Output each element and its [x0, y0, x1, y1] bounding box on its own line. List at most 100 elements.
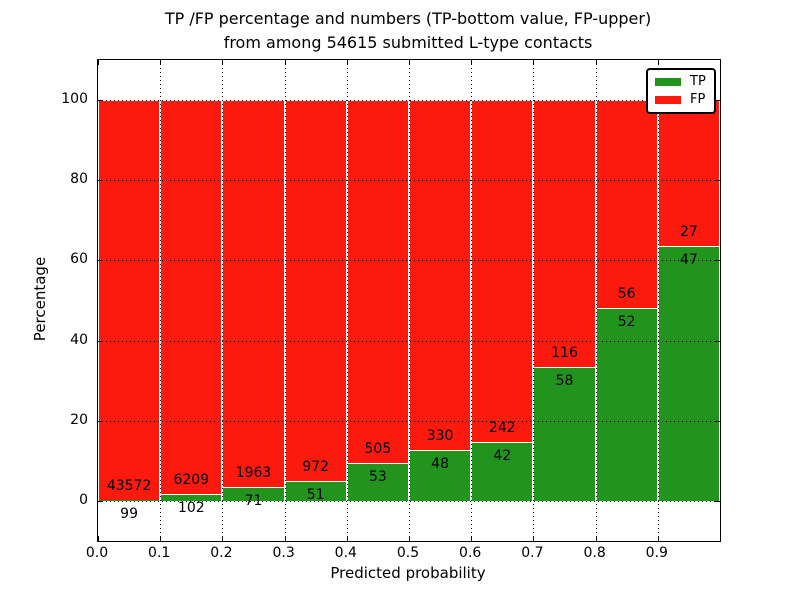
bar-fp-0.4: [347, 100, 408, 463]
x-tick-label-0.0: 0.0: [85, 545, 109, 561]
annotation-tp-count-0.3: 51: [306, 486, 325, 503]
chart-title: TP /FP percentage and numbers (TP-bottom…: [97, 7, 719, 55]
y-tick-label-0: 0: [79, 491, 88, 508]
bar-fp-0.7: [534, 100, 595, 368]
tick-x-top-0.0: [98, 60, 99, 65]
gridline-x-0.7: [533, 60, 535, 541]
bar-tp-0.6: [472, 441, 533, 501]
x-tick-label-0.7: 0.7: [521, 545, 544, 561]
tick-x-top-0.9: [657, 60, 659, 65]
y-tick-label-80: 80: [70, 171, 88, 188]
tick-y-right-0: [715, 500, 720, 502]
tick-x-bottom-0.5: [409, 536, 410, 541]
tick-layer: [98, 60, 720, 541]
bar-tp-0.9: [658, 246, 719, 501]
gridline-x-0.6: [471, 60, 473, 541]
tick-x-top-0.1: [160, 60, 162, 65]
tp-legend-swatch: [655, 78, 681, 87]
tick-x-top-0.6: [471, 60, 473, 65]
tick-x-bottom-0.9: [657, 536, 659, 541]
bar-tp-0.1: [161, 494, 222, 501]
annotation-fp-count-0.9: 27: [679, 224, 698, 241]
y-tick-label-40: 40: [70, 331, 88, 348]
annotation-fp-count-0.8: 56: [617, 285, 636, 302]
annotation-tp-count-0.5: 48: [431, 456, 450, 473]
annotations-layer: 43572 99 6209 102 1963 71 972 51 505 53 330 48 242 42…: [98, 60, 720, 541]
x-tick-label-0.3: 0.3: [272, 545, 295, 561]
annotation-tp-count-0.1: 102: [177, 500, 205, 517]
tick-x-bottom-0.7: [533, 536, 535, 541]
x-tick-label-0.8: 0.8: [583, 545, 606, 561]
bar-tp-0.4: [347, 462, 408, 501]
tick-x-top-0.7: [533, 60, 535, 65]
bar-fp-0.6: [472, 100, 533, 442]
tick-x-bottom-0.0: [98, 536, 99, 541]
bar-fp-0.2: [223, 100, 284, 487]
bar-tp-0.8: [596, 307, 657, 501]
bar-tp-0.0: [99, 500, 160, 501]
annotation-fp-count-0.2: 1963: [235, 464, 272, 481]
tick-y-left-80: [98, 180, 103, 182]
bar-tp-0.3: [285, 480, 346, 501]
annotation-fp-count-0.6: 242: [488, 419, 516, 436]
plot-area: 43572 99 6209 102 1963 71 972 51 505 53 330 48 242 42…: [97, 59, 721, 542]
chart-title-line1: TP /FP percentage and numbers (TP-bottom…: [164, 9, 652, 28]
annotation-tp-count-0.7: 58: [555, 373, 574, 390]
gridline-x-0.2: [222, 60, 224, 541]
annotation-fp-count-0.0: 43572: [106, 478, 152, 494]
annotation-tp-count-0.8: 52: [617, 313, 636, 330]
gridline-y-80: [98, 180, 720, 182]
tick-x-top-0.3: [284, 60, 286, 65]
x-tick-label-0.2: 0.2: [210, 545, 233, 561]
gridline-x-0.9: [657, 60, 659, 541]
tick-y-left-60: [98, 260, 103, 262]
tick-x-bottom-0.3: [284, 536, 286, 541]
x-tick-label-0.4: 0.4: [334, 545, 357, 561]
bar-fp-0.5: [410, 100, 471, 450]
tick-y-right-20: [715, 420, 720, 422]
bar-fp-0.3: [285, 100, 346, 481]
annotation-tp-count-0.2: 71: [244, 492, 263, 509]
tp-legend-label: TP: [690, 74, 706, 90]
bar-fp-0.1: [161, 100, 222, 495]
tick-x-bottom-0.1: [160, 536, 162, 541]
tick-y-right-60: [715, 260, 720, 262]
annotation-tp-count-0.6: 42: [493, 447, 512, 464]
annotation-tp-count-0.4: 53: [368, 468, 387, 485]
gridline-x-0.1: [160, 60, 162, 541]
gridline-y-20: [98, 420, 720, 422]
tick-y-left-0: [98, 500, 103, 502]
tick-y-left-20: [98, 420, 103, 422]
x-tick-label-0.1: 0.1: [148, 545, 171, 561]
y-tick-label-100: 100: [61, 91, 88, 108]
tick-y-right-80: [715, 180, 720, 182]
grid-layer: [98, 60, 720, 541]
tick-x-bottom-0.6: [471, 536, 473, 541]
y-axis-label: Percentage: [31, 256, 49, 342]
annotation-fp-count-0.5: 330: [426, 428, 454, 445]
x-tick-label-0.9: 0.9: [645, 545, 668, 561]
gridline-y-60: [98, 260, 720, 262]
legend: TP FP: [646, 68, 716, 114]
x-axis-label: Predicted probability: [330, 564, 486, 582]
x-tick-label-0.5: 0.5: [396, 545, 420, 561]
gridline-x-0.8: [595, 60, 597, 541]
annotation-fp-count-0.7: 116: [551, 345, 578, 362]
tick-y-right-40: [715, 340, 720, 342]
bar-fp-0.8: [596, 100, 657, 308]
fp-legend-swatch: [655, 95, 681, 104]
gridline-x-0.4: [346, 60, 348, 541]
legend-item-fp: FP: [655, 92, 707, 107]
y-tick-label-60: 60: [70, 251, 88, 268]
chart-title-line2: from among 54615 submitted L-type contac…: [223, 33, 593, 52]
tick-x-top-0.4: [346, 60, 348, 65]
tick-y-left-100: [98, 100, 103, 102]
tick-y-left-40: [98, 340, 103, 342]
tick-x-bottom-0.4: [346, 536, 348, 541]
bar-fp-0.0: [99, 100, 160, 500]
tick-x-top-0.2: [222, 60, 224, 65]
annotation-tp-count-0.0: 99: [120, 506, 139, 522]
bars-layer: [98, 60, 720, 541]
legend-item-tp: TP: [655, 75, 707, 89]
